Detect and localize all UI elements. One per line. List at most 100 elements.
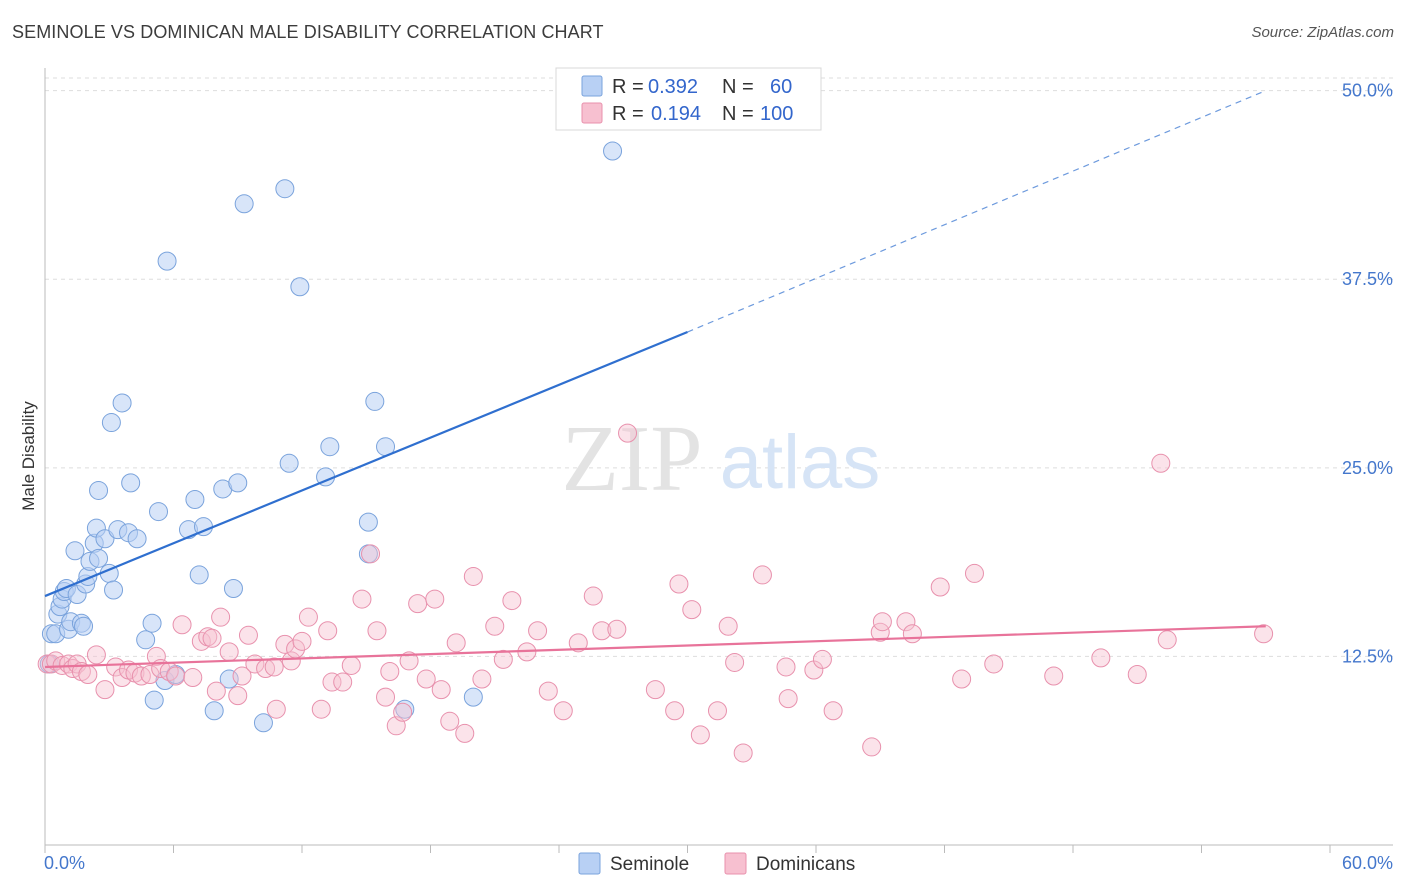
dominican-point xyxy=(618,423,638,443)
dominican-point xyxy=(333,672,353,692)
seminole-point xyxy=(358,512,378,532)
dominican-point xyxy=(718,616,738,636)
dominican-point xyxy=(607,619,627,639)
seminole-point xyxy=(234,194,254,214)
dominican-point xyxy=(172,615,192,635)
dominican-point xyxy=(238,625,258,645)
chart-title: SEMINOLE VS DOMINICAN MALE DISABILITY CO… xyxy=(12,22,604,42)
dominican-point xyxy=(665,701,685,721)
seminole-points xyxy=(39,141,623,733)
dominican-point xyxy=(292,631,312,651)
dominican-point xyxy=(872,612,892,632)
dominican-point xyxy=(140,665,160,685)
series-legend-swatch-seminole xyxy=(578,852,601,875)
legend-r-label-dominican: R = xyxy=(612,103,644,125)
dominican-trend-line xyxy=(44,625,1266,669)
dominican-point xyxy=(1091,648,1111,668)
dominican-point xyxy=(318,621,338,641)
dominican-point xyxy=(733,743,753,763)
dominican-point xyxy=(984,654,1004,674)
seminole-point xyxy=(101,413,121,433)
dominican-point xyxy=(416,669,436,689)
seminole-point xyxy=(65,541,85,561)
y-tick-label-50: 50.0% xyxy=(1342,81,1393,101)
dominican-point xyxy=(311,699,331,719)
dominican-points xyxy=(37,423,1274,763)
dominican-point xyxy=(502,591,522,611)
dominican-point xyxy=(228,686,248,706)
dominican-point xyxy=(592,621,612,641)
series-legend-label-seminole: Seminole xyxy=(610,854,689,875)
dominican-point xyxy=(86,645,106,665)
seminole-point xyxy=(185,489,205,509)
dominican-point xyxy=(431,680,451,700)
seminole-point xyxy=(95,529,115,549)
legend-n-value-dominican: 100 xyxy=(760,103,793,125)
dominican-point xyxy=(440,711,460,731)
series-legend: Seminole Dominicans xyxy=(578,852,855,875)
dominican-point xyxy=(862,737,882,757)
dominican-point xyxy=(183,668,203,688)
legend-swatch-seminole xyxy=(581,75,603,97)
dominican-point xyxy=(106,657,126,677)
x-tick-label-min: 0.0% xyxy=(44,853,85,873)
legend-n-label-seminole: N = xyxy=(722,76,754,98)
dominican-point xyxy=(682,600,702,620)
dominican-point xyxy=(211,607,231,627)
dominican-point xyxy=(393,702,413,722)
trend-lines xyxy=(44,90,1266,669)
dominican-point xyxy=(528,621,548,641)
dominican-point xyxy=(669,574,689,594)
dominican-point xyxy=(1157,630,1177,650)
dominican-point xyxy=(281,651,301,671)
seminole-point xyxy=(275,179,295,199)
legend-r-label-seminole: R = xyxy=(612,76,644,98)
y-tick-label-37.5: 37.5% xyxy=(1342,269,1393,289)
dominican-point xyxy=(298,607,318,627)
dominican-point xyxy=(322,672,342,692)
y-tick-label-25: 25.0% xyxy=(1342,458,1393,478)
dominican-point xyxy=(1151,453,1171,473)
seminole-point xyxy=(89,480,109,500)
source-label: Source: ZipAtlas.com xyxy=(1251,24,1394,41)
dominican-point xyxy=(823,701,843,721)
seminole-point xyxy=(149,502,169,522)
seminole-point xyxy=(463,687,483,707)
gridlines xyxy=(45,77,1393,657)
dominican-point xyxy=(352,589,372,609)
seminole-point xyxy=(144,690,164,710)
dominican-point xyxy=(78,665,98,685)
x-axis-ticks xyxy=(44,845,1331,853)
dominican-point xyxy=(376,687,396,707)
legend-swatch-dominican xyxy=(581,102,603,124)
dominican-point xyxy=(776,657,796,677)
seminole-point xyxy=(603,141,623,161)
seminole-point xyxy=(228,473,248,493)
dominican-point xyxy=(264,657,284,677)
dominican-point xyxy=(425,589,445,609)
seminole-trend-line xyxy=(44,331,688,598)
watermark-zip: ZIP xyxy=(562,407,703,511)
seminole-point xyxy=(290,277,310,297)
y-tick-label-12.5: 12.5% xyxy=(1342,646,1393,666)
watermark-atlas: atlas xyxy=(720,420,881,505)
x-tick-label-max: 60.0% xyxy=(1342,853,1393,873)
dominican-point xyxy=(232,666,252,686)
series-legend-label-dominican: Dominicans xyxy=(756,854,855,875)
dominican-point xyxy=(463,566,483,586)
dominican-point xyxy=(568,633,588,653)
dominican-point xyxy=(380,661,400,681)
dominican-point xyxy=(472,669,492,689)
dominican-point xyxy=(752,565,772,585)
dominican-point xyxy=(1127,665,1147,685)
seminole-point xyxy=(74,616,94,636)
dominican-point xyxy=(95,680,115,700)
dominican-point xyxy=(341,655,361,675)
seminole-point xyxy=(365,391,385,411)
dominican-point xyxy=(1044,666,1064,686)
dominican-point xyxy=(902,624,922,644)
dominican-point xyxy=(485,616,505,636)
dominican-point xyxy=(266,699,286,719)
dominican-point xyxy=(146,646,166,666)
